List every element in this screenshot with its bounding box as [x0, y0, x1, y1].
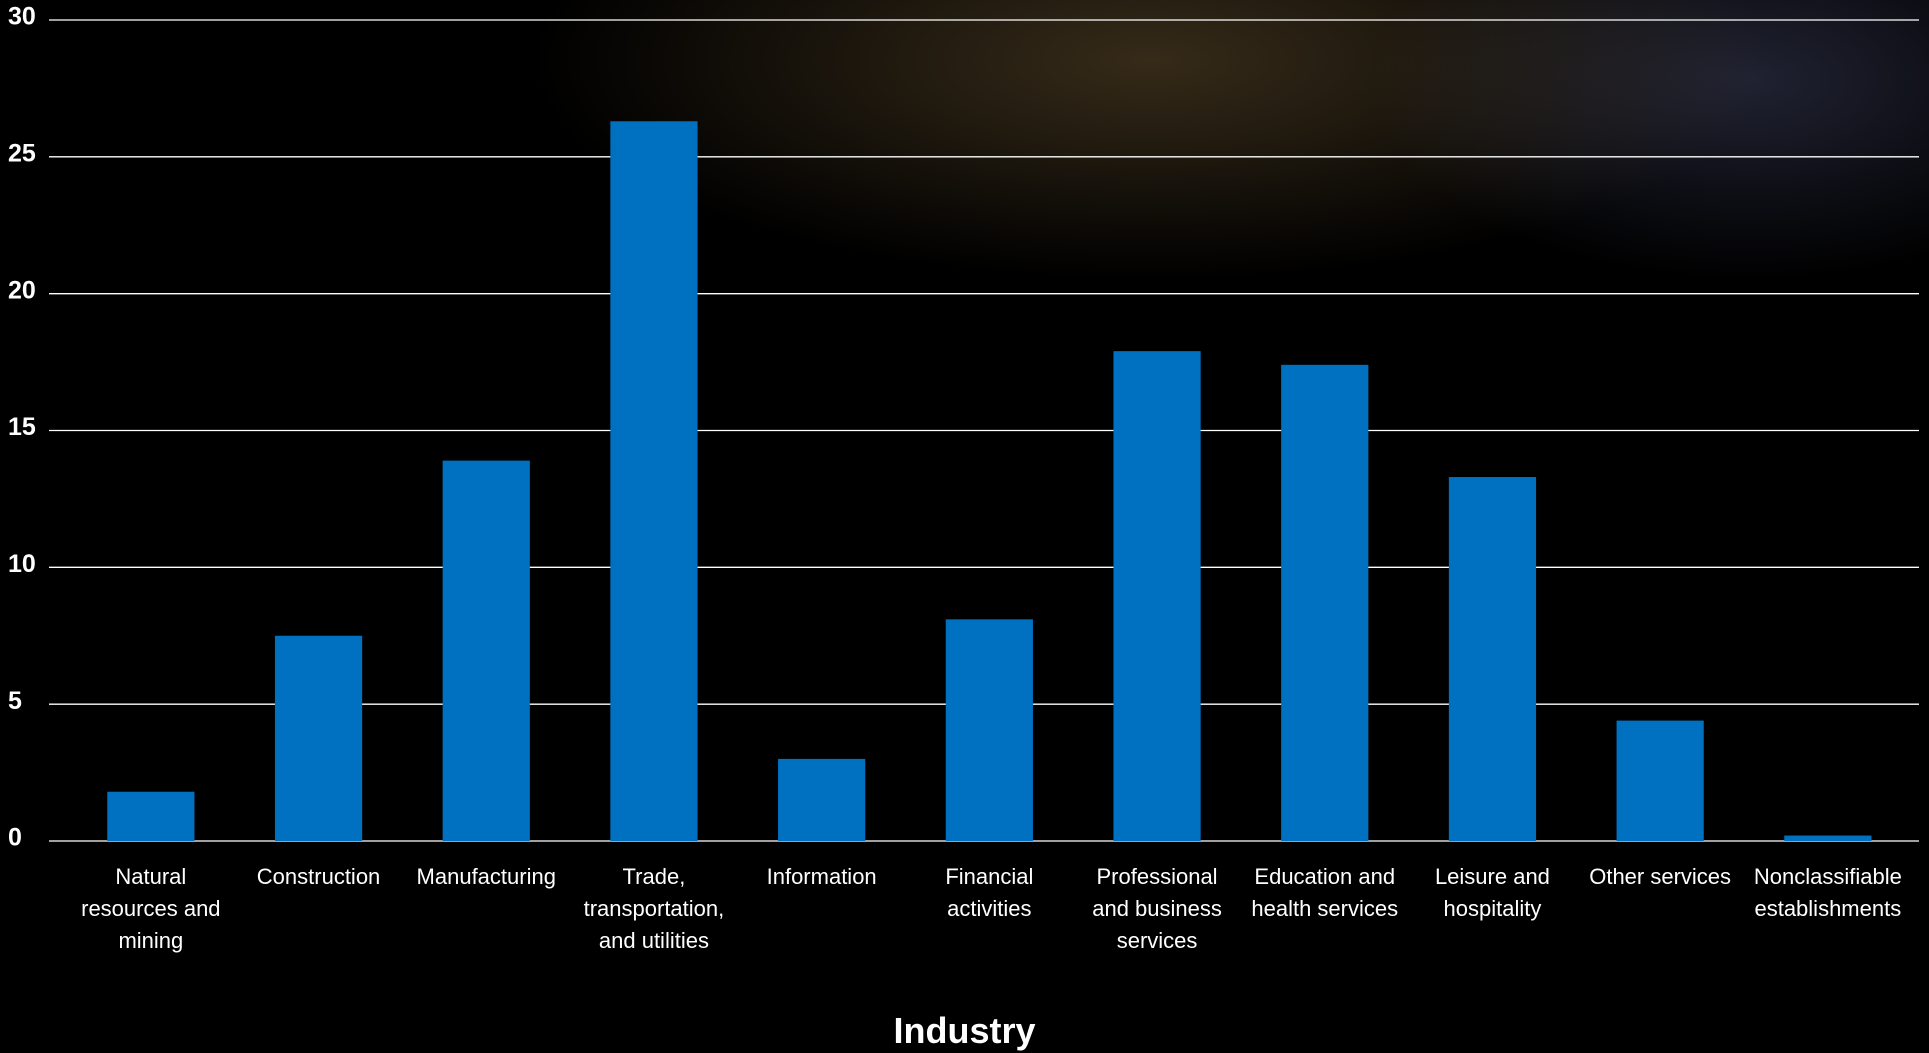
bar: [1281, 364, 1369, 841]
bar: [1784, 835, 1872, 841]
x-tick-label: Manufacturing: [416, 864, 556, 889]
x-tick-label: Construction: [256, 864, 381, 889]
bar: [610, 121, 698, 842]
x-tick-label: Education and health services: [1251, 864, 1399, 921]
x-tick-label: Professional and business services: [1092, 864, 1222, 953]
x-tick-label: Natural resources and mining: [81, 864, 221, 953]
y-tick-label: 20: [8, 276, 36, 304]
bar: [274, 635, 363, 841]
x-tick-label: Leisure and hospitality: [1434, 864, 1550, 921]
bar: [1616, 720, 1704, 841]
x-tick-label: Trade, transportation, and utilities: [583, 864, 725, 953]
bar: [107, 791, 195, 841]
y-tick-label: 0: [8, 824, 22, 852]
x-tick-label: Nonclassifiable establishments: [1753, 864, 1902, 921]
bar: [442, 460, 530, 841]
x-tick-label: Other services: [1589, 864, 1732, 889]
bar: [945, 619, 1033, 841]
bar: [778, 758, 866, 841]
y-tick-label: 10: [8, 550, 36, 578]
y-tick-label: 25: [8, 139, 36, 167]
y-tick-label: 15: [8, 413, 36, 441]
bar: [1448, 477, 1537, 841]
y-tick-label: 30: [8, 3, 36, 31]
x-axis-title: Industry: [893, 1010, 1036, 1051]
x-tick-label: Financial activities: [945, 864, 1034, 921]
x-tick-label: Information: [766, 864, 877, 889]
bar: [1113, 351, 1201, 841]
y-tick-label: 5: [8, 687, 22, 715]
